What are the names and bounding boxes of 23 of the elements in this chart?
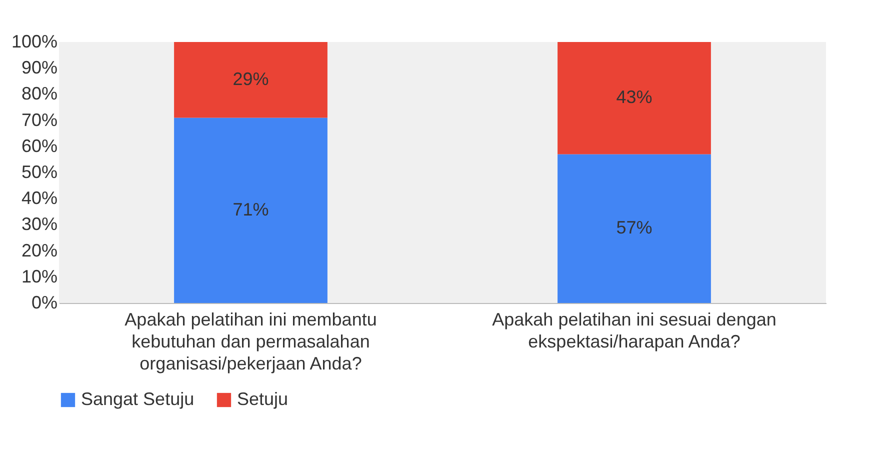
bar: [558, 154, 711, 303]
y-tick-label: 30%: [21, 214, 58, 234]
legend-label: Setuju: [237, 389, 288, 409]
y-tick-label: 70%: [21, 110, 58, 130]
legend-label: Sangat Setuju: [81, 389, 194, 409]
y-tick-label: 90%: [21, 58, 58, 78]
y-tick-label: 100%: [11, 32, 58, 52]
bar: [174, 42, 328, 118]
x-tick-label: Apakah pelatihan ini membantu kebutuhan dan permasalahan organisasi/pekerjaan Anda?: [124, 310, 377, 374]
bar: [174, 118, 328, 303]
bar: [558, 42, 711, 154]
y-tick-label: 50%: [21, 162, 58, 182]
y-tick-label: 60%: [21, 136, 58, 156]
data-label: 29%: [232, 68, 269, 89]
y-tick-label: 40%: [21, 188, 58, 208]
data-label: 57%: [616, 218, 652, 238]
y-tick-label: 10%: [21, 266, 58, 286]
y-tick-label: 20%: [21, 240, 58, 260]
data-label: 71%: [232, 199, 269, 220]
data-label: 43%: [616, 87, 652, 108]
x-tick-label: Apakah pelatihan ini sesuai dengan ekspektasi/harapan Anda?: [492, 310, 776, 352]
y-tick-label: 80%: [21, 84, 58, 104]
y-tick-label: 0%: [31, 292, 58, 312]
